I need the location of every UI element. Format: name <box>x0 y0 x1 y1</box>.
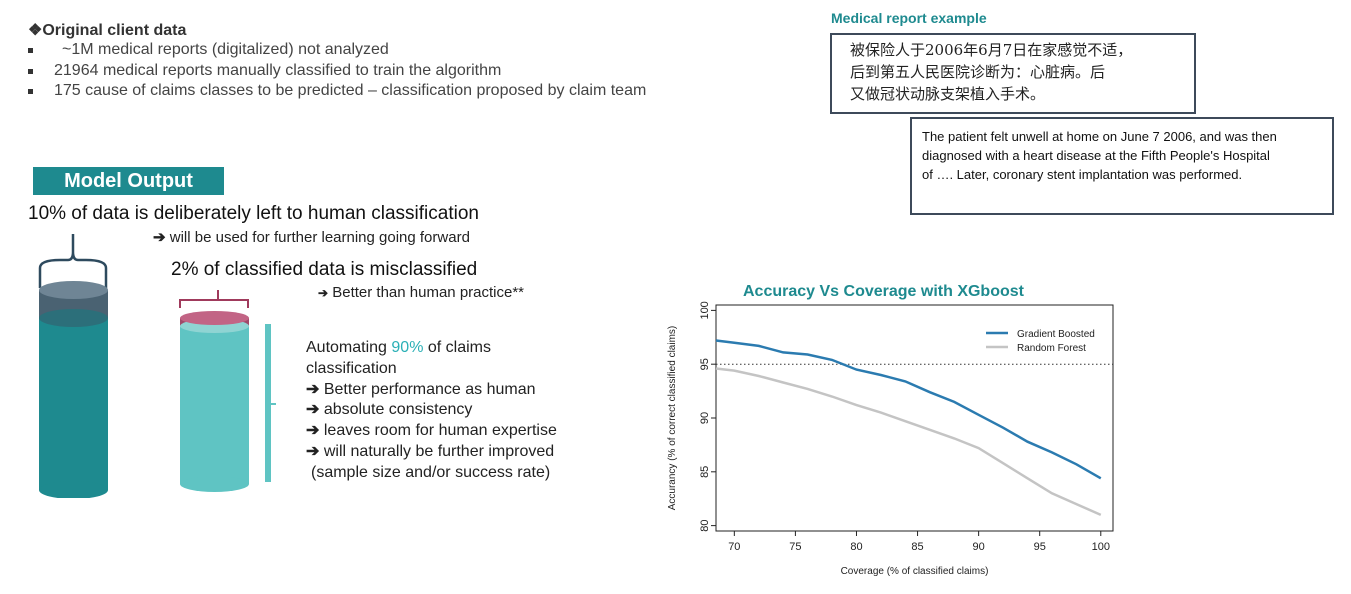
automation-suffix: of claims <box>423 339 491 356</box>
square-bullet-icon <box>28 89 33 94</box>
square-bullet-icon <box>28 68 33 74</box>
automation-note: (sample size and/or success rate) <box>311 463 551 481</box>
automation-bar <box>265 324 271 482</box>
client-data-title: ❖Original client data <box>28 20 186 40</box>
automation-point: ➔ Better performance as human <box>306 380 557 401</box>
automation-point-text: Better performance as human <box>323 380 536 398</box>
automation-percentage: 90% <box>391 339 424 356</box>
x-tick-label: 90 <box>973 541 985 553</box>
arrow-right-icon: ➔ <box>306 401 320 419</box>
english-line: diagnosed with a heart disease at the Fi… <box>922 148 1270 163</box>
x-tick-label: 95 <box>1034 541 1046 553</box>
y-tick-label: 80 <box>699 519 711 531</box>
human-classification-sub: ➔ will be used for further learning goin… <box>153 228 470 246</box>
arrow-right-icon: ➔ <box>306 442 320 460</box>
legend-label: Gradient Boosted <box>1017 329 1095 340</box>
medical-report-english-box: The patient felt unwell at home on June … <box>910 117 1334 215</box>
human-classification-sub-text: will be used for further learning going … <box>169 229 470 246</box>
english-line: of …. Later, coronary stent implantation… <box>922 167 1243 182</box>
chart-title: Accuracy Vs Coverage with XGboost <box>743 283 1024 300</box>
automation-line2: classification <box>306 359 397 377</box>
misclassified-line: 2% of classified data is misclassified <box>171 259 478 280</box>
chinese-line: 后到第五人民医院诊断为：心脏病。后 <box>850 63 1106 81</box>
client-bullet: 175 cause of claims classes to be predic… <box>26 81 646 102</box>
diamond-bullet-icon: ❖ <box>28 22 43 39</box>
automation-point-text: absolute consistency <box>323 401 473 419</box>
english-line: The patient felt unwell at home on June … <box>922 129 1277 144</box>
x-tick-label: 75 <box>789 541 801 553</box>
automation-point-text: will naturally be further improved <box>323 442 555 460</box>
chart-legend: Gradient Boosted Random Forest <box>986 329 1095 354</box>
medical-report-title: Medical report example <box>831 10 987 26</box>
arrow-right-icon: ➔ <box>153 229 166 246</box>
model-output-banner: Model Output <box>33 167 224 195</box>
accuracy-coverage-chart: 80 85 90 95 100 70 75 80 85 90 95 100 Gradient Boo… <box>667 301 1114 577</box>
cylinder-classified <box>180 311 249 492</box>
chinese-line: 又做冠状动脉支架植入手术。 <box>850 85 1046 103</box>
brace-left-icon <box>38 234 108 288</box>
automation-point: ➔ will naturally be further improved <box>306 442 557 463</box>
misclassified-sub-text: Better than human practice** <box>332 284 525 301</box>
automation-prefix: Automating <box>306 339 392 356</box>
arrow-right-icon: ➔ <box>318 286 329 300</box>
y-tick-label: 95 <box>699 358 711 370</box>
automation-point: ➔ absolute consistency <box>306 400 557 421</box>
misclassified-sub: ➔ Better than human practice** <box>318 284 524 301</box>
client-data-bullets: ~1M medical reports (digitalized) not an… <box>26 40 646 102</box>
y-tick-label: 85 <box>699 466 711 478</box>
client-bullet-text: 21964 medical reports manually classifie… <box>54 61 502 79</box>
client-bullet-text: ~1M medical reports (digitalized) not an… <box>62 41 389 58</box>
x-tick-label: 85 <box>911 541 923 553</box>
y-tick-label: 90 <box>699 412 711 424</box>
client-bullet-text: 175 cause of claims classes to be predic… <box>54 82 647 99</box>
automation-text: Automating 90% of claims classification … <box>306 338 557 484</box>
cylinder-full <box>39 281 108 498</box>
medical-report-chinese-box: 被保险人于2006年6月7日在家感觉不适， 后到第五人民医院诊断为：心脏病。后 … <box>830 33 1196 114</box>
x-axis-label: Coverage (% of classified claims) <box>841 566 989 577</box>
x-tick-label: 80 <box>850 541 862 553</box>
human-classification-line: 10% of data is deliberately left to huma… <box>28 203 479 224</box>
series-line-random-forest <box>715 367 1102 517</box>
cylinders-illustration <box>38 234 276 498</box>
arrow-right-icon: ➔ <box>306 422 320 440</box>
client-bullet: ~1M medical reports (digitalized) not an… <box>26 40 646 61</box>
chinese-line: 被保险人于2006年6月7日在家感觉不适， <box>850 41 1133 59</box>
square-bullet-icon <box>28 48 33 53</box>
x-tick-label: 70 <box>728 541 740 553</box>
automation-headline: Automating 90% of claims <box>306 338 557 359</box>
y-axis-label: Accurancy (% of correct classified claim… <box>667 326 678 511</box>
automation-point: ➔ leaves room for human expertise <box>306 421 557 442</box>
series-line-gradient-boosted <box>715 339 1102 480</box>
legend-label: Random Forest <box>1017 343 1086 354</box>
brace-right-icon <box>179 290 249 308</box>
x-tick-label: 100 <box>1092 541 1110 553</box>
client-data-title-text: Original client data <box>42 22 187 39</box>
arrow-right-icon: ➔ <box>306 380 320 398</box>
automation-point-text: leaves room for human expertise <box>323 422 557 440</box>
y-tick-label: 100 <box>699 301 711 319</box>
client-bullet: 21964 medical reports manually classifie… <box>26 61 646 82</box>
